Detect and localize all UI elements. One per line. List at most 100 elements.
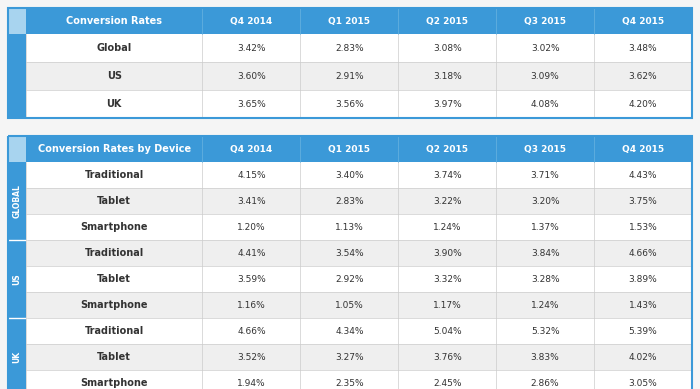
Text: US: US	[106, 71, 122, 81]
Bar	[8, 8, 692, 118]
Text: 3.60%: 3.60%	[237, 72, 266, 81]
Text: 3.42%: 3.42%	[237, 44, 266, 53]
Text: 3.28%: 3.28%	[531, 275, 559, 284]
Text: 1.24%: 1.24%	[433, 223, 461, 231]
Text: 3.62%: 3.62%	[629, 72, 657, 81]
Text: 2.83%: 2.83%	[335, 44, 364, 53]
Text: Traditional: Traditional	[85, 170, 144, 180]
Text: 5.39%: 5.39%	[629, 326, 657, 335]
Text: 2.35%: 2.35%	[335, 378, 364, 387]
Bar	[26, 370, 692, 389]
Text: 1.94%: 1.94%	[237, 378, 266, 387]
Text: 3.84%: 3.84%	[531, 249, 559, 258]
Text: 3.65%: 3.65%	[237, 100, 266, 109]
Text: Tablet: Tablet	[97, 274, 131, 284]
Text: Q4 2015: Q4 2015	[622, 16, 664, 26]
Text: 3.76%: 3.76%	[433, 352, 461, 361]
Text: 2.86%: 2.86%	[531, 378, 559, 387]
Bar	[26, 162, 692, 188]
Bar	[26, 8, 692, 118]
Bar	[8, 34, 26, 118]
Bar	[26, 136, 692, 162]
Text: Q2 2015: Q2 2015	[426, 16, 468, 26]
Text: 5.04%: 5.04%	[433, 326, 461, 335]
Text: UK: UK	[13, 351, 22, 363]
Text: Q4 2014: Q4 2014	[230, 144, 272, 154]
Text: Conversion Rates by Device: Conversion Rates by Device	[38, 144, 191, 154]
Bar	[8, 162, 26, 240]
Bar	[26, 90, 692, 118]
Text: 3.71%: 3.71%	[531, 170, 559, 179]
Text: 2.92%: 2.92%	[335, 275, 363, 284]
Text: 4.02%: 4.02%	[629, 352, 657, 361]
Text: Smartphone: Smartphone	[80, 222, 148, 232]
Text: 4.08%: 4.08%	[531, 100, 559, 109]
Bar	[26, 292, 692, 318]
Text: Q4 2014: Q4 2014	[230, 16, 272, 26]
Text: 2.91%: 2.91%	[335, 72, 364, 81]
Text: 3.05%: 3.05%	[629, 378, 657, 387]
Text: Q2 2015: Q2 2015	[426, 144, 468, 154]
Bar	[26, 34, 692, 62]
Bar	[26, 344, 692, 370]
Text: Smartphone: Smartphone	[80, 300, 148, 310]
Text: US: US	[13, 273, 22, 285]
Text: 3.20%: 3.20%	[531, 196, 559, 205]
Bar	[26, 8, 692, 34]
Text: 3.08%: 3.08%	[433, 44, 461, 53]
Text: 3.59%: 3.59%	[237, 275, 266, 284]
Text: Q1 2015: Q1 2015	[328, 144, 370, 154]
Text: 1.20%: 1.20%	[237, 223, 266, 231]
Text: 2.45%: 2.45%	[433, 378, 461, 387]
Text: 1.43%: 1.43%	[629, 300, 657, 310]
Text: Tablet: Tablet	[97, 196, 131, 206]
Text: 4.20%: 4.20%	[629, 100, 657, 109]
Text: 3.48%: 3.48%	[629, 44, 657, 53]
Text: 3.75%: 3.75%	[629, 196, 657, 205]
Text: 1.05%: 1.05%	[335, 300, 364, 310]
Text: 3.02%: 3.02%	[531, 44, 559, 53]
Text: 3.54%: 3.54%	[335, 249, 364, 258]
Text: 3.56%: 3.56%	[335, 100, 364, 109]
Bar	[8, 136, 692, 389]
Text: Q3 2015: Q3 2015	[524, 144, 566, 154]
Text: 4.41%: 4.41%	[237, 249, 266, 258]
Bar	[8, 240, 26, 318]
Text: 3.90%: 3.90%	[433, 249, 461, 258]
Text: Traditional: Traditional	[85, 248, 144, 258]
Text: 3.89%: 3.89%	[629, 275, 657, 284]
Bar	[26, 62, 692, 90]
Text: 1.53%: 1.53%	[629, 223, 657, 231]
Text: 3.09%: 3.09%	[531, 72, 559, 81]
Bar	[26, 136, 692, 389]
Bar	[8, 8, 26, 34]
Text: 3.32%: 3.32%	[433, 275, 461, 284]
Text: 3.27%: 3.27%	[335, 352, 364, 361]
Text: 2.83%: 2.83%	[335, 196, 364, 205]
Bar	[26, 214, 692, 240]
Text: Smartphone: Smartphone	[80, 378, 148, 388]
Bar	[8, 318, 26, 389]
Text: Global: Global	[97, 43, 132, 53]
Text: 3.97%: 3.97%	[433, 100, 461, 109]
Text: 1.13%: 1.13%	[335, 223, 364, 231]
Text: 4.66%: 4.66%	[629, 249, 657, 258]
Text: Q1 2015: Q1 2015	[328, 16, 370, 26]
Text: Tablet: Tablet	[97, 352, 131, 362]
Text: Conversion Rates: Conversion Rates	[66, 16, 162, 26]
Bar	[26, 240, 692, 266]
Text: 4.34%: 4.34%	[335, 326, 363, 335]
Bar	[8, 136, 26, 162]
Text: 1.37%: 1.37%	[531, 223, 559, 231]
Text: Q3 2015: Q3 2015	[524, 16, 566, 26]
Text: 3.83%: 3.83%	[531, 352, 559, 361]
Text: Traditional: Traditional	[85, 326, 144, 336]
Text: Q4 2015: Q4 2015	[622, 144, 664, 154]
Text: 4.15%: 4.15%	[237, 170, 266, 179]
Bar	[26, 318, 692, 344]
Text: 1.17%: 1.17%	[433, 300, 461, 310]
Text: 4.66%: 4.66%	[237, 326, 266, 335]
Text: 3.41%: 3.41%	[237, 196, 266, 205]
Text: 1.16%: 1.16%	[237, 300, 266, 310]
Text: 4.43%: 4.43%	[629, 170, 657, 179]
